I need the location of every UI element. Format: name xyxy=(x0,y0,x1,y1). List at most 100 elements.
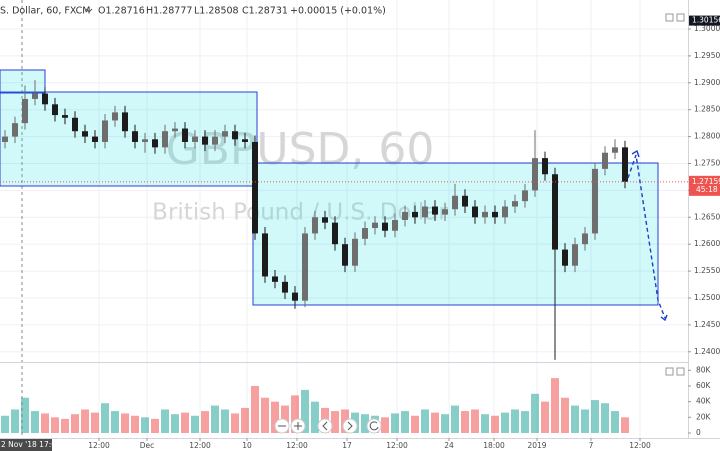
legend-header: S. Dollar, 60, FXCM O1.28716 H1.28777 L1.2… xyxy=(0,6,386,17)
volume-bar xyxy=(151,418,159,433)
y-tick-label: 1.26000 xyxy=(694,239,720,248)
pane-button[interactable] xyxy=(676,367,685,376)
volume-bar xyxy=(331,411,339,433)
volume-bar xyxy=(41,413,49,433)
candle-body xyxy=(322,217,328,223)
volume-bar xyxy=(61,418,69,433)
y-tick-label: 1.24500 xyxy=(694,320,720,329)
volume-tick-label: 0 xyxy=(696,428,701,437)
zone-rectangle[interactable] xyxy=(0,91,258,187)
candle-body xyxy=(432,206,438,215)
volume-bar xyxy=(291,395,299,433)
candle-body xyxy=(22,98,28,124)
candle-body xyxy=(42,93,48,105)
candle-body xyxy=(472,206,478,218)
candle-body xyxy=(442,209,448,215)
volume-bar xyxy=(491,415,499,433)
candle-body xyxy=(92,136,98,142)
candle-body xyxy=(312,217,318,234)
volume-bar xyxy=(381,417,389,433)
ohlc-value: O1.28716 xyxy=(98,6,145,17)
volume-bar xyxy=(541,401,549,433)
candle-body xyxy=(252,141,258,234)
candle-body xyxy=(162,131,168,148)
candle-body xyxy=(202,136,208,145)
candle-body xyxy=(462,195,468,207)
volume-bar xyxy=(511,409,519,433)
pane-buttons xyxy=(665,13,685,376)
ohlc-value: +0.00015 (+0.01%) xyxy=(290,6,386,17)
candle-body xyxy=(492,211,498,218)
grid xyxy=(0,0,688,438)
candle-body xyxy=(122,112,128,132)
candle-body xyxy=(362,228,368,239)
y-tick-label: 1.30000 xyxy=(694,24,720,33)
volume-bar xyxy=(451,405,459,433)
volume-bar xyxy=(91,412,99,433)
volume-bar xyxy=(1,415,9,433)
candle-body xyxy=(392,219,398,231)
candle-body xyxy=(2,136,8,142)
volume-bar xyxy=(361,414,369,433)
chevron[interactable] xyxy=(85,8,93,13)
candle-body xyxy=(422,206,428,218)
y-tick-label: 1.25000 xyxy=(694,293,720,302)
icon xyxy=(369,421,379,431)
volume-bar xyxy=(191,415,199,433)
pane-button[interactable] xyxy=(676,13,685,22)
x-tick-label: 18:00 xyxy=(483,441,505,450)
volume-bar xyxy=(421,409,429,433)
volume-bar xyxy=(621,417,629,433)
volume-bar xyxy=(311,401,319,433)
last-price-box xyxy=(689,175,720,196)
volume-bar xyxy=(551,378,559,433)
pane-button[interactable] xyxy=(665,367,674,376)
zone-rectangle[interactable] xyxy=(0,69,46,94)
volume-bar xyxy=(531,393,539,433)
x-tick-label: 12:00 xyxy=(286,441,308,450)
volume-bar xyxy=(121,413,129,433)
volume-tick-label: 60K xyxy=(696,381,712,390)
volume-bar xyxy=(11,409,19,433)
marker-price-box xyxy=(689,15,720,26)
y-tick-label: 1.29500 xyxy=(694,51,720,60)
candle-body xyxy=(272,276,278,282)
candle-body xyxy=(522,190,528,202)
candle-body xyxy=(62,115,68,118)
scroll-left-button[interactable] xyxy=(317,418,333,434)
volume-bar xyxy=(571,405,579,433)
volume-bar xyxy=(561,397,569,433)
y-tick-label: 1.26500 xyxy=(694,212,720,221)
x-tick-label: 7 xyxy=(589,441,594,450)
watermark: GBPUSD, 60 xyxy=(166,124,435,175)
candle-body xyxy=(112,112,118,121)
candle-body xyxy=(72,117,78,132)
icon xyxy=(347,421,353,431)
pane-button[interactable] xyxy=(665,13,674,22)
zoom-toolbar xyxy=(274,418,382,434)
forecast-arrow[interactable] xyxy=(627,149,668,322)
volume-bar xyxy=(411,415,419,433)
volume-tick-label: 20K xyxy=(696,412,712,421)
volume-bar xyxy=(81,409,89,433)
volume-bar xyxy=(611,411,619,433)
candle-body xyxy=(602,152,608,169)
volume-bar xyxy=(501,412,509,433)
volume-bar xyxy=(51,417,59,433)
x-tick-label: 17 xyxy=(342,441,352,450)
y-tick-label: 1.28500 xyxy=(694,105,720,114)
reset-button[interactable] xyxy=(366,418,382,434)
candle-body xyxy=(452,195,458,210)
volume-tick-label: 40K xyxy=(696,397,712,406)
axes: 1.24000 1.24500 1.25000 1.25500 1.26000 1.265… xyxy=(0,15,720,451)
volume-bar xyxy=(201,411,209,433)
y-tick-label: 1.25500 xyxy=(694,266,720,275)
volume-bar xyxy=(221,409,229,433)
scroll-right-button[interactable] xyxy=(342,418,358,434)
candle-body xyxy=(152,139,158,148)
volume-bar xyxy=(461,411,469,433)
crosshair-label-box xyxy=(0,439,52,451)
candle-body xyxy=(502,206,508,218)
